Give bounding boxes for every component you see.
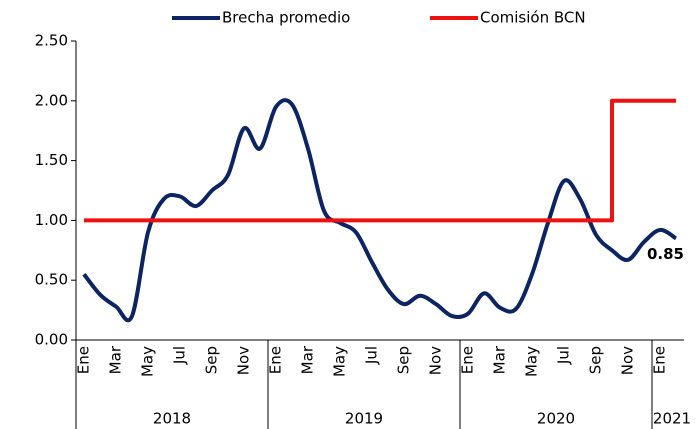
x-tick-label: Nov bbox=[235, 346, 253, 375]
y-tick-label: 1.00 bbox=[35, 211, 68, 229]
x-tick-label: May bbox=[331, 346, 349, 377]
x-tick-label: Sep bbox=[587, 346, 605, 374]
year-label: 2020 bbox=[537, 410, 575, 428]
y-tick-label: 0.50 bbox=[35, 271, 68, 289]
legend-label: Comisión BCN bbox=[480, 9, 586, 27]
x-tick-label: May bbox=[523, 346, 541, 377]
year-label: 2021 bbox=[653, 410, 691, 428]
series-line bbox=[84, 98, 676, 223]
y-tick-label: 2.00 bbox=[35, 91, 68, 109]
data-label: 0.85 bbox=[647, 245, 684, 263]
x-tick-label: Jul bbox=[555, 346, 573, 365]
x-tick-label: Ene bbox=[267, 346, 285, 374]
year-label: 2019 bbox=[345, 410, 383, 428]
x-tick-label: Ene bbox=[75, 346, 93, 374]
year-label: 2018 bbox=[153, 410, 191, 428]
x-tick-label: Ene bbox=[459, 346, 477, 374]
y-tick-label: 2.50 bbox=[35, 32, 68, 50]
x-tick-label: Mar bbox=[491, 345, 509, 374]
x-tick-label: Jul bbox=[171, 346, 189, 365]
y-tick-label: 1.50 bbox=[35, 151, 68, 169]
x-tick-label: Sep bbox=[203, 346, 221, 374]
x-tick-label: Mar bbox=[299, 345, 317, 374]
x-tick-label: Nov bbox=[427, 346, 445, 375]
legend-label: Brecha promedio bbox=[222, 9, 350, 27]
y-tick-label: 0.00 bbox=[35, 331, 68, 349]
x-tick-label: Jul bbox=[363, 346, 381, 365]
x-tick-label: Ene bbox=[651, 346, 669, 374]
series-line bbox=[82, 98, 678, 323]
x-tick-label: Mar bbox=[107, 345, 125, 374]
x-tick-label: Nov bbox=[619, 346, 637, 375]
x-tick-label: Sep bbox=[395, 346, 413, 374]
x-tick-label: May bbox=[139, 346, 157, 377]
